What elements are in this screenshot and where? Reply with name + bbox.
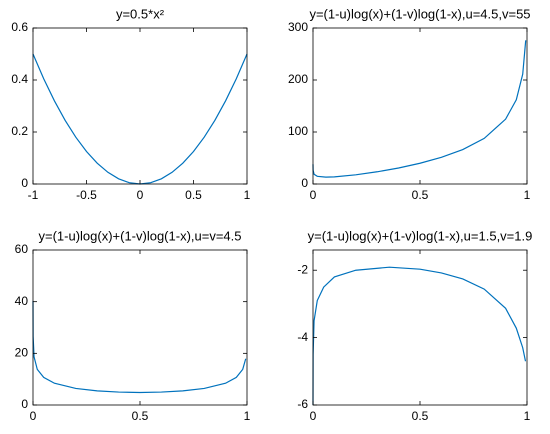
- axes-box: [32, 249, 248, 406]
- curve: [312, 40, 527, 178]
- chart-title: y=0.5*x²: [116, 6, 165, 21]
- chart-title: y=(1-u)log(x)+(1-v)log(1-x),u=1.5,v=1.9: [308, 228, 533, 243]
- y-tick-label: 0: [21, 397, 28, 411]
- x-tick-label: 0.5: [412, 188, 429, 202]
- curve: [32, 300, 247, 394]
- y-tick-label: 100: [288, 124, 308, 138]
- y-tick-label: 0.4: [11, 72, 28, 86]
- curve: [32, 53, 248, 185]
- y-tick-label: 0: [301, 176, 308, 190]
- y-tick-label: -2: [297, 262, 308, 276]
- chart-title: y=(1-u)log(x)+(1-v)log(1-x),u=4.5,v=55: [309, 6, 530, 21]
- curve: [312, 266, 527, 406]
- y-tick-label: 0.6: [11, 20, 28, 34]
- x-tick-label: 0: [137, 188, 144, 202]
- x-tick-label: -0.5: [76, 188, 97, 202]
- y-tick-label: 60: [15, 242, 29, 256]
- x-tick-label: 0: [310, 409, 317, 423]
- x-tick-label: 0.5: [185, 188, 202, 202]
- x-tick-label: 0: [30, 409, 37, 423]
- y-tick-label: 300: [288, 20, 308, 34]
- x-tick-label: 0: [310, 188, 317, 202]
- axes-box: [32, 27, 248, 185]
- y-tick-label: -4: [297, 330, 308, 344]
- x-tick-label: 0.5: [132, 409, 149, 423]
- y-tick-label: 0.2: [11, 124, 28, 138]
- x-tick-label: -1: [28, 188, 39, 202]
- x-tick-label: 1: [244, 188, 251, 202]
- y-tick-label: 20: [15, 346, 29, 360]
- y-tick-label: 0: [21, 176, 28, 190]
- axes-box: [312, 27, 528, 185]
- x-tick-label: 1: [524, 188, 531, 202]
- chart-title: y=(1-u)log(x)+(1-v)log(1-x),u=v=4.5: [38, 228, 241, 243]
- x-tick-label: 0.5: [412, 409, 429, 423]
- y-tick-label: 200: [288, 72, 308, 86]
- x-tick-label: 1: [524, 409, 531, 423]
- x-tick-label: 1: [244, 409, 251, 423]
- y-tick-label: -6: [297, 397, 308, 411]
- y-tick-label: 40: [15, 294, 29, 308]
